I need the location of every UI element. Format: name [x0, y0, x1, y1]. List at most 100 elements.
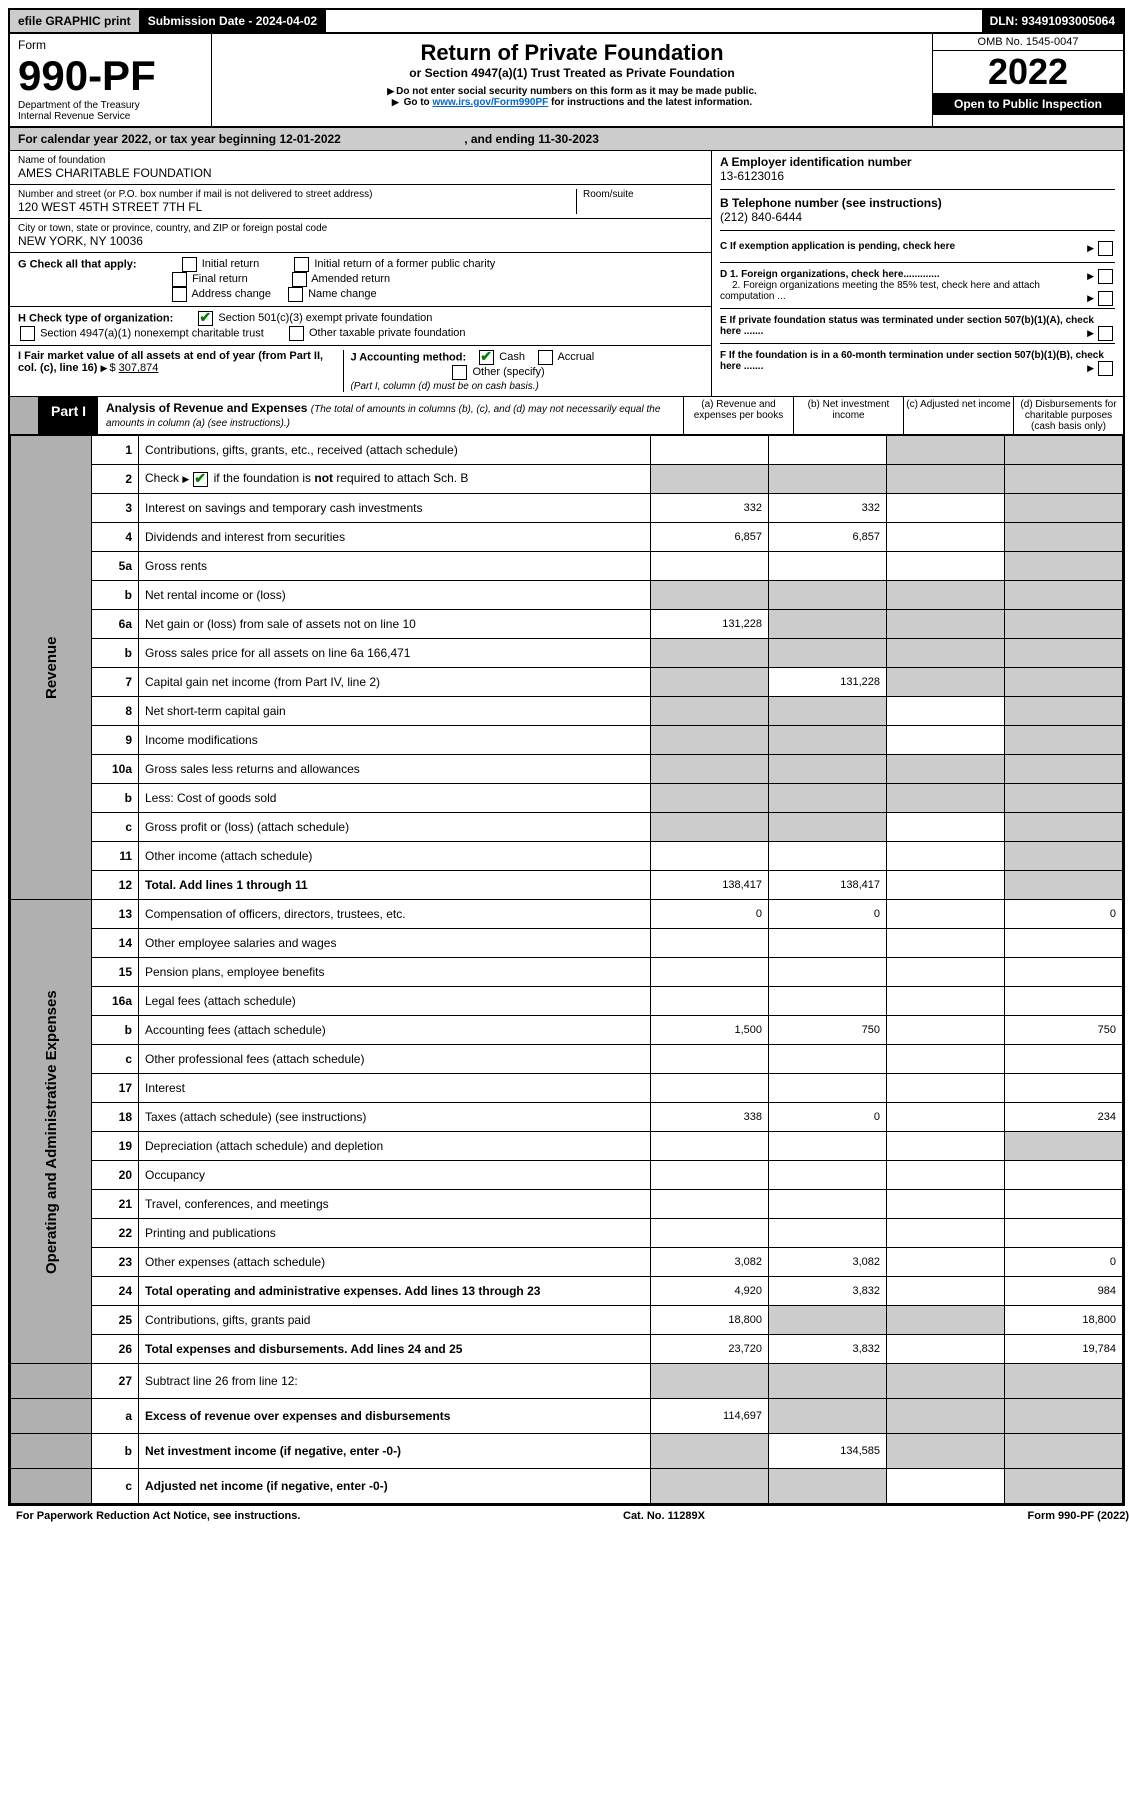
cb-initial-former[interactable] [294, 257, 309, 272]
amount-cell: 6,857 [651, 523, 769, 552]
line-desc: Gross sales price for all assets on line… [139, 639, 651, 668]
table-row: aExcess of revenue over expenses and dis… [11, 1399, 1123, 1434]
line-desc: Other expenses (attach schedule) [139, 1248, 651, 1277]
cb-f[interactable] [1098, 361, 1113, 376]
j-o2: Accrual [557, 351, 594, 363]
cb-501c3[interactable] [198, 311, 213, 326]
cb-cash[interactable] [479, 350, 494, 365]
irs-label: Internal Revenue Service [18, 111, 203, 122]
line-number: b [92, 1434, 139, 1469]
amount-cell [651, 1364, 769, 1399]
table-row: 5aGross rents [11, 552, 1123, 581]
line-number: 18 [92, 1103, 139, 1132]
c-label: C If exemption application is pending, c… [720, 241, 955, 252]
amount-cell: 3,832 [769, 1335, 887, 1364]
cb-addr-change[interactable] [172, 287, 187, 302]
amount-cell [887, 1399, 1005, 1434]
cb-accrual[interactable] [538, 350, 553, 365]
amount-cell [1005, 1045, 1123, 1074]
table-row: 14Other employee salaries and wages [11, 929, 1123, 958]
amount-cell [651, 436, 769, 465]
dln-label: DLN: 93491093005064 [982, 10, 1123, 32]
amount-cell: 3,082 [769, 1248, 887, 1277]
blank-section [11, 1434, 92, 1469]
f-label: F If the foundation is in a 60-month ter… [720, 350, 1104, 372]
amount-cell: 0 [651, 900, 769, 929]
amount-cell [1005, 1161, 1123, 1190]
line-desc: Interest on savings and temporary cash i… [139, 494, 651, 523]
cb-other-method[interactable] [452, 365, 467, 380]
amount-cell [887, 1434, 1005, 1469]
efile-button[interactable]: efile GRAPHIC print [10, 10, 140, 32]
amount-cell: 131,228 [651, 610, 769, 639]
line-number: 17 [92, 1074, 139, 1103]
cb-name-change[interactable] [288, 287, 303, 302]
amount-cell [1005, 813, 1123, 842]
line-number: 26 [92, 1335, 139, 1364]
amount-cell [887, 755, 1005, 784]
cb-d2[interactable] [1098, 291, 1113, 306]
amount-cell [651, 1132, 769, 1161]
line-number: 13 [92, 900, 139, 929]
tax-year: 2022 [933, 51, 1123, 93]
j-o1: Cash [499, 351, 525, 363]
amount-cell [1005, 784, 1123, 813]
revenue-section-label: Revenue [11, 436, 92, 900]
addr-label: Number and street (or P.O. box number if… [18, 189, 576, 200]
cb-d1[interactable] [1098, 269, 1113, 284]
cb-other-taxable[interactable] [289, 326, 304, 341]
line-desc: Net rental income or (loss) [139, 581, 651, 610]
amount-cell [887, 1248, 1005, 1277]
form-url-link[interactable]: www.irs.gov/Form990PF [432, 97, 548, 108]
cb-amended[interactable] [292, 272, 307, 287]
blank-section [11, 1469, 92, 1504]
cb-4947[interactable] [20, 326, 35, 341]
table-row: bNet investment income (if negative, ent… [11, 1434, 1123, 1469]
line-number: b [92, 639, 139, 668]
b-value: (212) 840-6444 [720, 210, 802, 224]
amount-cell [651, 581, 769, 610]
amount-cell: 984 [1005, 1277, 1123, 1306]
section-g: G Check all that apply: Initial return I… [10, 253, 711, 307]
amount-cell [651, 465, 769, 494]
room-label: Room/suite [583, 189, 703, 200]
cb-schb[interactable] [193, 472, 208, 487]
amount-cell: 18,800 [651, 1306, 769, 1335]
calyear-pre: For calendar year 2022, or tax year begi… [18, 132, 279, 146]
table-row: Revenue1Contributions, gifts, grants, et… [11, 436, 1123, 465]
footer-right: Form 990-PF (2022) [1028, 1510, 1129, 1522]
amount-cell [651, 1161, 769, 1190]
amount-cell [1005, 552, 1123, 581]
amount-cell [1005, 1132, 1123, 1161]
cb-c[interactable] [1098, 241, 1113, 256]
amount-cell [887, 523, 1005, 552]
line-desc: Adjusted net income (if negative, enter … [139, 1469, 651, 1504]
amount-cell [769, 929, 887, 958]
amount-cell [887, 1016, 1005, 1045]
amount-cell [769, 1045, 887, 1074]
amount-cell [769, 784, 887, 813]
form-header: Form 990-PF Department of the Treasury I… [10, 34, 1123, 128]
line-desc: Gross rents [139, 552, 651, 581]
amount-cell [651, 1469, 769, 1504]
j-o3: Other (specify) [473, 366, 545, 378]
amount-cell [1005, 755, 1123, 784]
cb-final-return[interactable] [172, 272, 187, 287]
cb-initial-return[interactable] [182, 257, 197, 272]
table-row: 17Interest [11, 1074, 1123, 1103]
top-bar: efile GRAPHIC print Submission Date - 20… [10, 10, 1123, 34]
line-number: 11 [92, 842, 139, 871]
amount-cell [769, 581, 887, 610]
amount-cell [887, 668, 1005, 697]
amount-cell [887, 610, 1005, 639]
table-row: Operating and Administrative Expenses13C… [11, 900, 1123, 929]
amount-cell [651, 813, 769, 842]
amount-cell [887, 1469, 1005, 1504]
table-row: cGross profit or (loss) (attach schedule… [11, 813, 1123, 842]
line-number: b [92, 581, 139, 610]
line-desc: Interest [139, 1074, 651, 1103]
cb-e[interactable] [1098, 326, 1113, 341]
h-o2: Section 4947(a)(1) nonexempt charitable … [40, 327, 264, 339]
amount-cell [651, 755, 769, 784]
amount-cell [887, 639, 1005, 668]
